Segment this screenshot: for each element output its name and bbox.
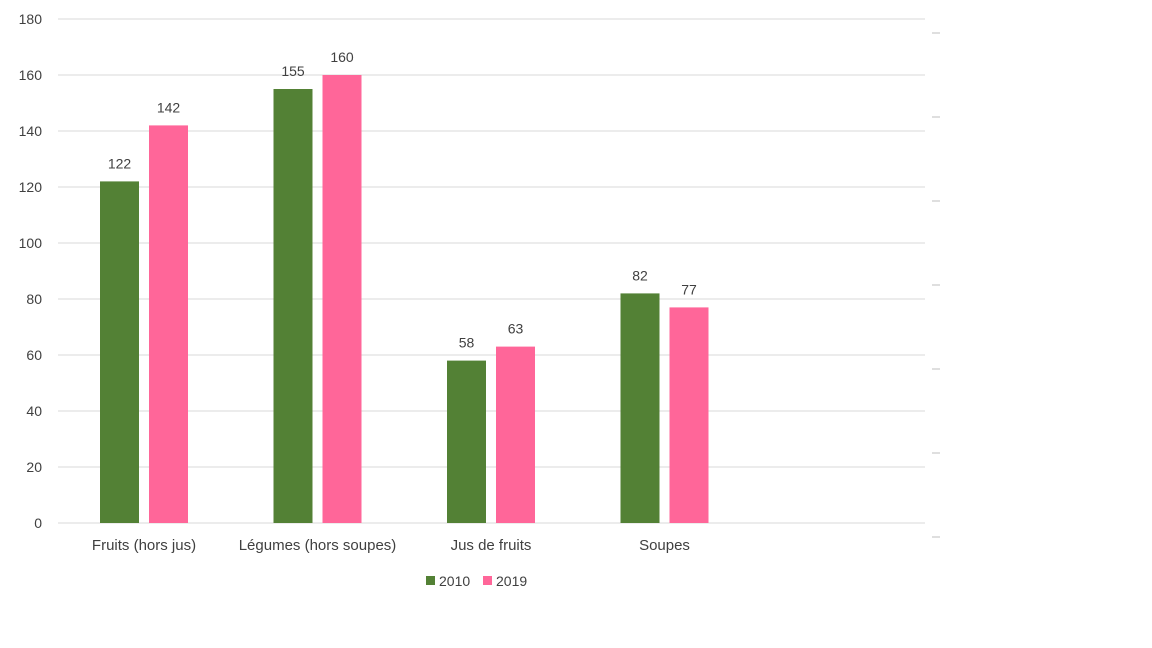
y-tick-label: 20 <box>26 459 42 475</box>
data-label: 77 <box>681 281 697 297</box>
legend-label: 2010 <box>439 573 470 589</box>
data-label: 82 <box>632 267 648 283</box>
data-labels: 122 142 155 160 58 63 82 77 <box>108 49 697 351</box>
data-label: 63 <box>508 321 524 337</box>
bar-2010 <box>100 181 139 523</box>
category-label: Fruits (hors jus) <box>92 537 196 554</box>
bar-2010 <box>620 293 660 523</box>
x-axis-categories: Fruits (hors jus) Légumes (hors soupes) Ju… <box>92 537 690 554</box>
legend-label: 2019 <box>496 573 527 589</box>
y-tick-label: 140 <box>19 123 43 139</box>
data-label: 160 <box>330 49 354 65</box>
y-tick-label: 0 <box>34 515 42 531</box>
category-label: Légumes (hors soupes) <box>239 537 397 554</box>
data-label: 142 <box>157 99 181 115</box>
y-tick-label: 100 <box>19 235 43 251</box>
y-tick-label: 160 <box>19 67 43 83</box>
gridlines <box>58 18 925 524</box>
data-label: 155 <box>281 63 305 79</box>
bar-2010 <box>447 360 486 523</box>
y-tick-label: 120 <box>19 179 43 195</box>
bar-2019 <box>669 307 709 523</box>
y-tick-label: 60 <box>26 347 42 363</box>
y-tick-label: 180 <box>19 11 43 27</box>
bar-2010 <box>273 89 313 523</box>
category-label: Jus de fruits <box>451 537 532 554</box>
bar-2019 <box>322 75 362 523</box>
data-label: 58 <box>459 335 475 351</box>
category-label: Soupes <box>639 537 690 554</box>
data-label: 122 <box>108 155 132 171</box>
bars <box>100 75 709 524</box>
legend: 2010 2019 <box>426 573 527 589</box>
bar-2019 <box>496 346 535 523</box>
legend-swatch-2019 <box>483 576 492 585</box>
right-edge-marks <box>932 32 940 538</box>
legend-swatch-2010 <box>426 576 435 585</box>
y-axis-ticks: 0 20 40 60 80 100 120 140 160 180 <box>19 11 43 531</box>
y-tick-label: 40 <box>26 403 42 419</box>
y-tick-label: 80 <box>26 291 42 307</box>
bar-2019 <box>149 125 188 524</box>
